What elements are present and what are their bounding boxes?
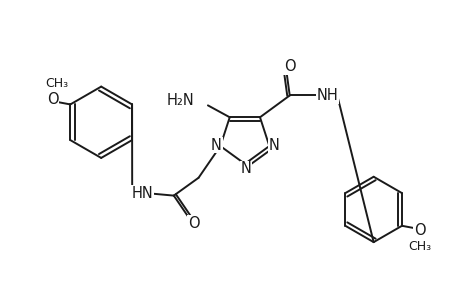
Text: HN: HN bbox=[131, 186, 153, 201]
Text: O: O bbox=[46, 92, 58, 107]
Text: O: O bbox=[283, 59, 295, 74]
Text: O: O bbox=[413, 223, 425, 238]
Text: CH₃: CH₃ bbox=[407, 240, 431, 253]
Text: N: N bbox=[211, 138, 221, 153]
Text: N: N bbox=[269, 138, 279, 153]
Text: NH: NH bbox=[316, 88, 337, 103]
Text: O: O bbox=[187, 216, 199, 231]
Text: H₂N: H₂N bbox=[166, 93, 194, 108]
Text: CH₃: CH₃ bbox=[45, 77, 68, 90]
Text: N: N bbox=[240, 161, 251, 176]
